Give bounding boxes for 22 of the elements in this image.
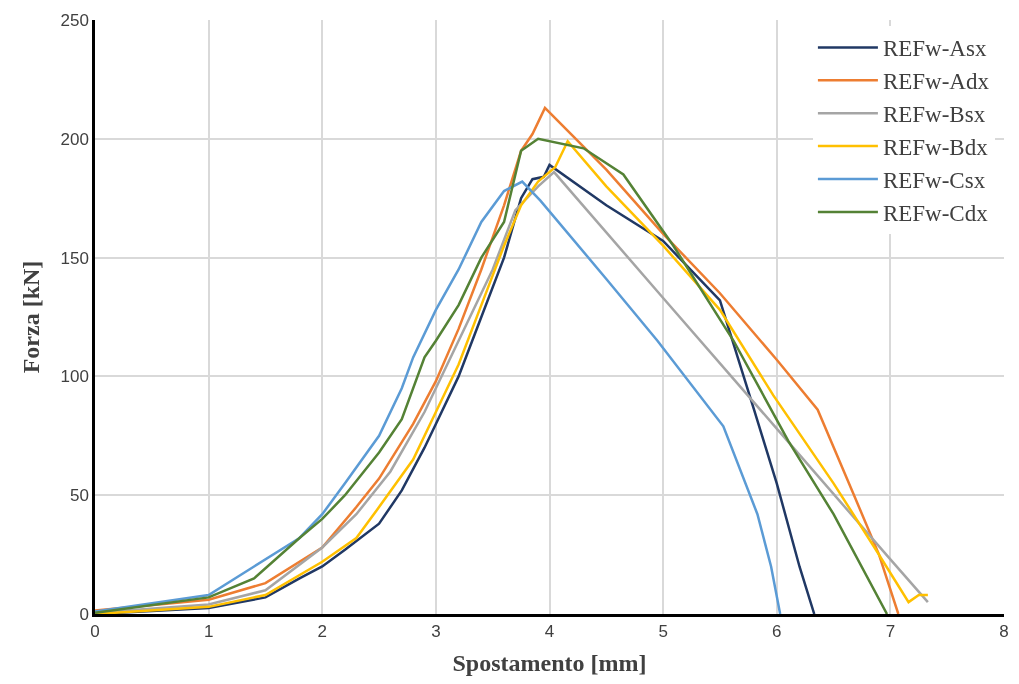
x-tick-label: 8 [999, 622, 1009, 642]
y-tick-label: 0 [79, 604, 89, 624]
x-tick-label: 7 [885, 622, 896, 642]
legend-label: REFw-Bsx [882, 102, 986, 128]
x-axis-title: Spostamento [mm] [452, 650, 647, 677]
x-tick-label: 5 [658, 622, 668, 642]
x-tick-label: 4 [544, 622, 555, 642]
x-tick-label: 6 [772, 622, 782, 642]
legend-label: REFw-Asx [882, 36, 987, 62]
x-tick-label: 2 [317, 622, 327, 642]
x-tick-label: 3 [431, 622, 441, 642]
y-tick-label: 50 [69, 486, 89, 506]
y-tick-label: 100 [60, 367, 89, 387]
y-tick-label: 250 [60, 10, 89, 30]
y-axis-title: Forza [kN] [17, 260, 44, 374]
legend-label: REFw-Csx [882, 167, 986, 193]
x-tick-label: 1 [203, 622, 214, 642]
legend-label: REFw-Cdx [882, 200, 989, 226]
legend-label: REFw-Bdx [882, 135, 989, 161]
legend-label: REFw-Adx [882, 69, 990, 95]
y-tick-label: 150 [60, 248, 89, 268]
y-tick-label: 200 [60, 129, 89, 149]
